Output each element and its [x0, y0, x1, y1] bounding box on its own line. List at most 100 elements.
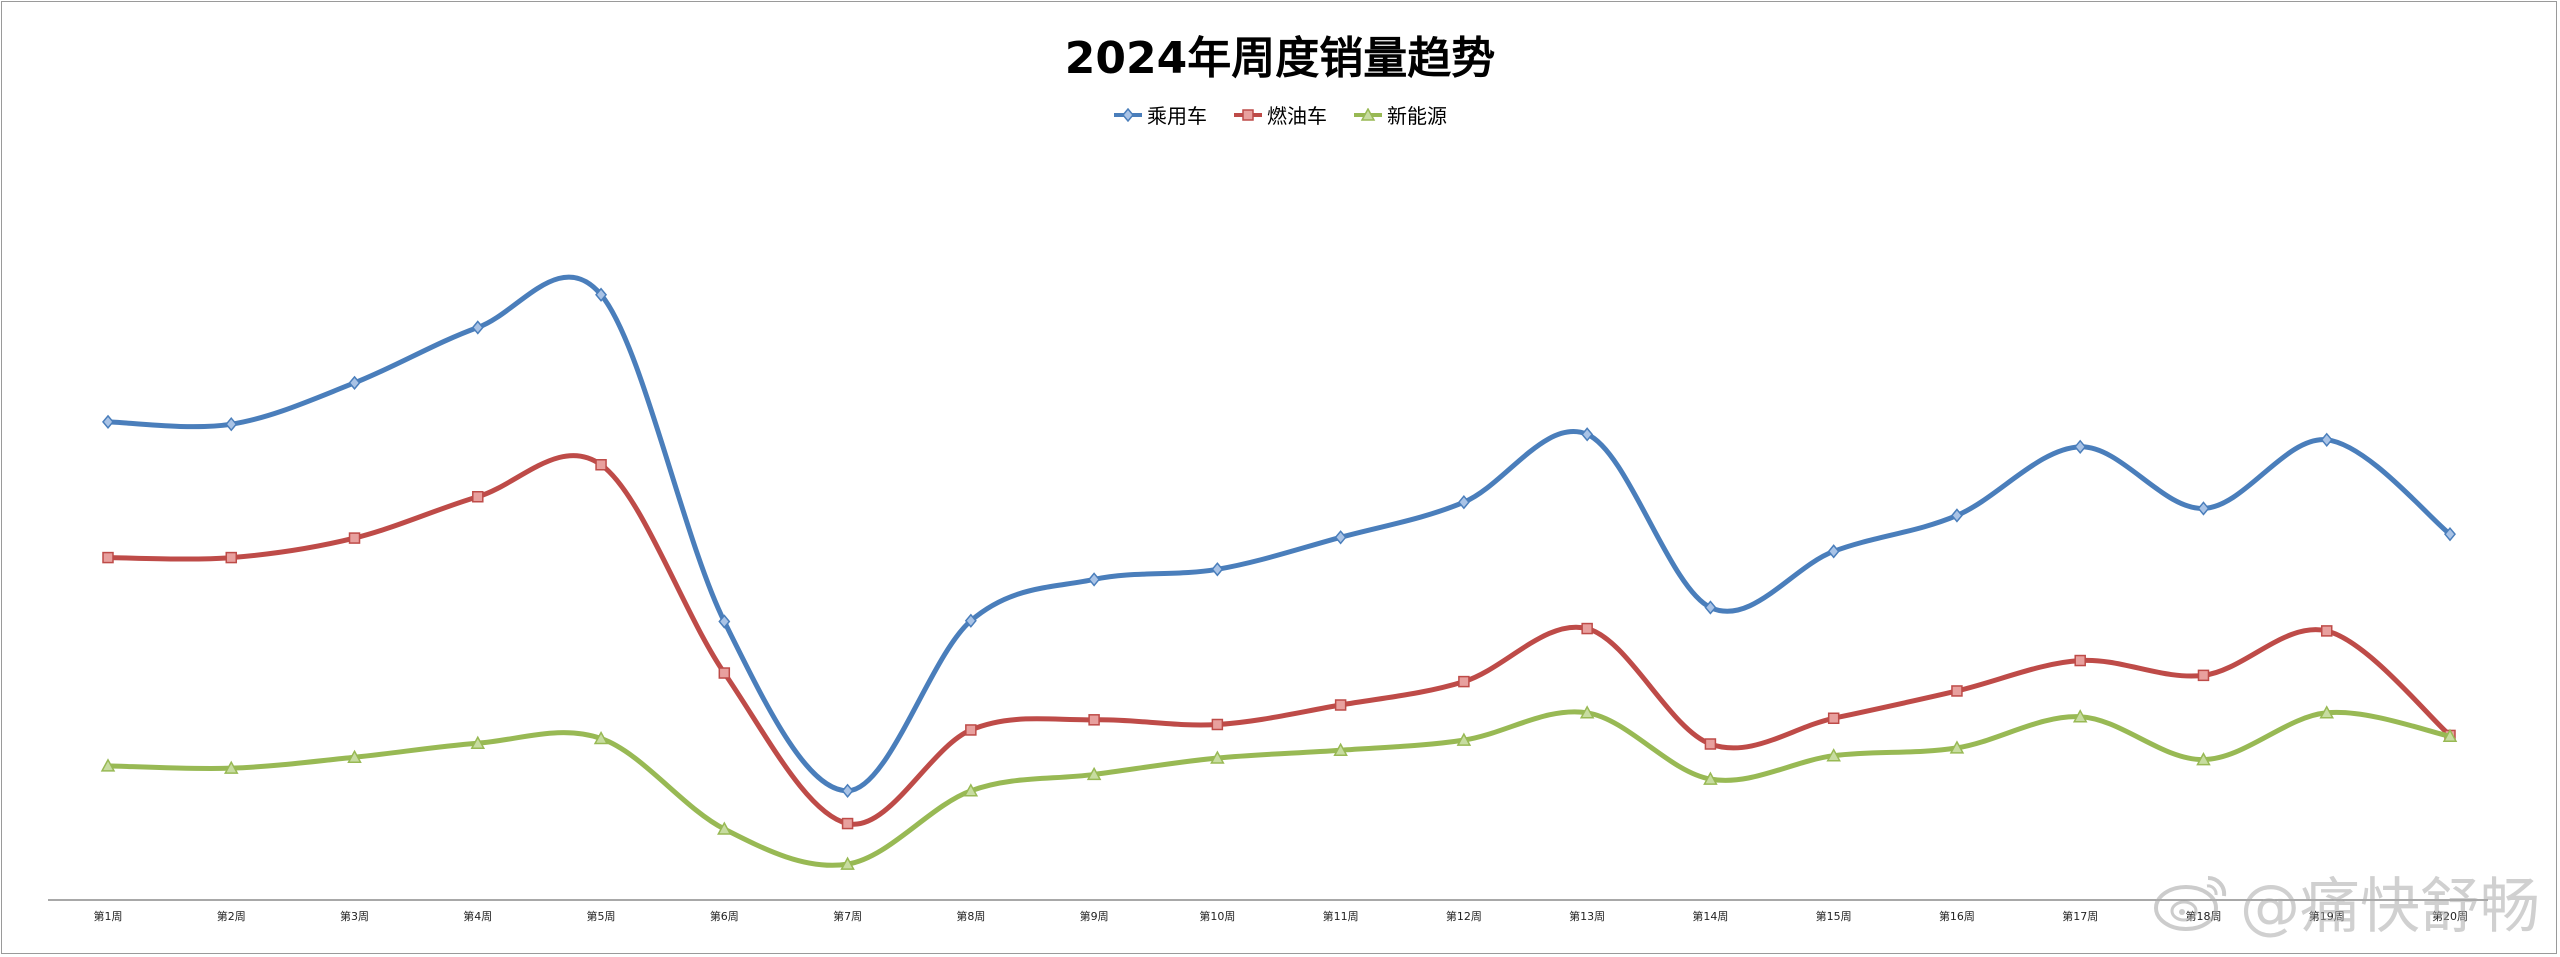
data-point	[2444, 527, 2456, 542]
data-point	[718, 614, 731, 629]
data-point	[347, 749, 362, 764]
data-point	[2074, 439, 2087, 454]
data-point	[1457, 495, 1470, 510]
series-line	[105, 274, 2453, 794]
data-point	[718, 667, 731, 679]
data-point	[2072, 709, 2088, 723]
data-point	[717, 821, 732, 835]
x-tick-label: 第9周	[1080, 909, 1109, 923]
data-point	[1951, 685, 1963, 697]
x-tick-label: 第1周	[94, 909, 123, 923]
data-point	[472, 490, 484, 503]
data-point	[1334, 699, 1347, 711]
x-tick-label: 第6周	[710, 909, 739, 923]
x-tick-label: 第2周	[217, 909, 246, 923]
x-tick-label: 第10周	[1199, 909, 1235, 923]
x-tick-label: 第3周	[340, 909, 369, 923]
legend-marker	[1242, 108, 1254, 121]
legend-swatch	[1234, 108, 1262, 121]
series-line	[105, 709, 2453, 868]
legend-marker	[1122, 107, 1134, 122]
data-point	[1086, 766, 1102, 781]
x-tick-label: 第8周	[956, 909, 985, 923]
data-point	[2319, 705, 2335, 719]
series-1	[102, 274, 2456, 798]
data-point	[1458, 675, 1470, 688]
data-point	[964, 613, 977, 628]
data-point	[348, 375, 361, 391]
data-point	[841, 817, 854, 830]
x-tick-label: 第15周	[1816, 909, 1852, 923]
watermark-text: @痛快舒畅	[2240, 872, 2540, 942]
legend-item: 燃油车	[1233, 100, 1327, 129]
chart-title: 2024年周度销量趋势	[1064, 33, 1496, 84]
x-tick-label: 第13周	[1569, 909, 1605, 923]
data-point	[1211, 562, 1224, 577]
series-2	[102, 453, 2456, 830]
data-point	[1703, 771, 1718, 785]
data-point	[225, 551, 238, 564]
x-tick-label: 第12周	[1446, 909, 1482, 923]
data-point	[100, 758, 116, 772]
data-point	[841, 783, 854, 798]
data-point	[470, 735, 486, 749]
legend-item: 乘用车	[1113, 100, 1207, 129]
data-point	[2197, 669, 2210, 682]
data-point	[1581, 427, 1594, 442]
data-point	[1456, 732, 1472, 746]
data-point	[840, 856, 855, 870]
data-point	[471, 320, 484, 335]
data-point	[2074, 654, 2086, 667]
data-point	[595, 287, 608, 302]
legend-swatch	[1354, 107, 1382, 121]
x-tick-label: 第17周	[2062, 909, 2098, 923]
weibo-logo-icon	[2154, 875, 2227, 931]
x-tick-label: 第16周	[1939, 909, 1975, 923]
legend-label: 燃油车	[1267, 104, 1327, 128]
data-point	[1704, 738, 1717, 750]
x-tick-label: 第7周	[833, 909, 862, 923]
data-point	[225, 417, 238, 432]
legend-label: 新能源	[1387, 104, 1447, 128]
legend-marker	[1360, 107, 1376, 121]
x-tick-label: 第4周	[463, 909, 492, 923]
data-point	[593, 730, 609, 745]
legend-swatch	[1114, 107, 1142, 122]
data-point	[102, 414, 114, 430]
x-tick-label: 第19周	[2309, 909, 2345, 923]
data-point	[595, 459, 607, 471]
data-point	[1827, 712, 1840, 725]
legend-item: 新能源	[1353, 100, 1447, 129]
data-point	[963, 783, 979, 797]
data-point	[1088, 572, 1101, 587]
x-tick-label: 第5周	[587, 909, 616, 923]
data-point	[2320, 432, 2333, 447]
data-point	[348, 532, 361, 544]
data-point	[102, 551, 114, 564]
data-point	[1949, 740, 1965, 754]
data-point	[1333, 742, 1348, 756]
data-point	[1210, 750, 1225, 764]
x-tick-label: 第14周	[1692, 909, 1728, 923]
data-point	[1827, 544, 1840, 559]
watermark: @痛快舒畅	[2152, 858, 2540, 945]
series-3	[100, 705, 2458, 870]
series-line	[105, 453, 2453, 827]
legend-label: 乘用车	[1147, 104, 1207, 128]
x-tick-label: 第11周	[1323, 909, 1359, 923]
data-point	[223, 760, 239, 774]
data-point	[1950, 508, 1963, 523]
data-point	[1088, 714, 1100, 726]
data-point	[1581, 622, 1593, 635]
x-tick-label: 第20周	[2432, 909, 2468, 923]
data-point	[1704, 600, 1717, 615]
data-point	[1826, 748, 1841, 762]
data-point	[2320, 625, 2333, 637]
data-point	[2442, 728, 2458, 742]
data-point	[965, 724, 977, 736]
data-point	[2196, 752, 2211, 766]
chart-legend: 乘用车 燃油车 新能源	[0, 100, 2560, 129]
data-point	[1334, 530, 1347, 545]
